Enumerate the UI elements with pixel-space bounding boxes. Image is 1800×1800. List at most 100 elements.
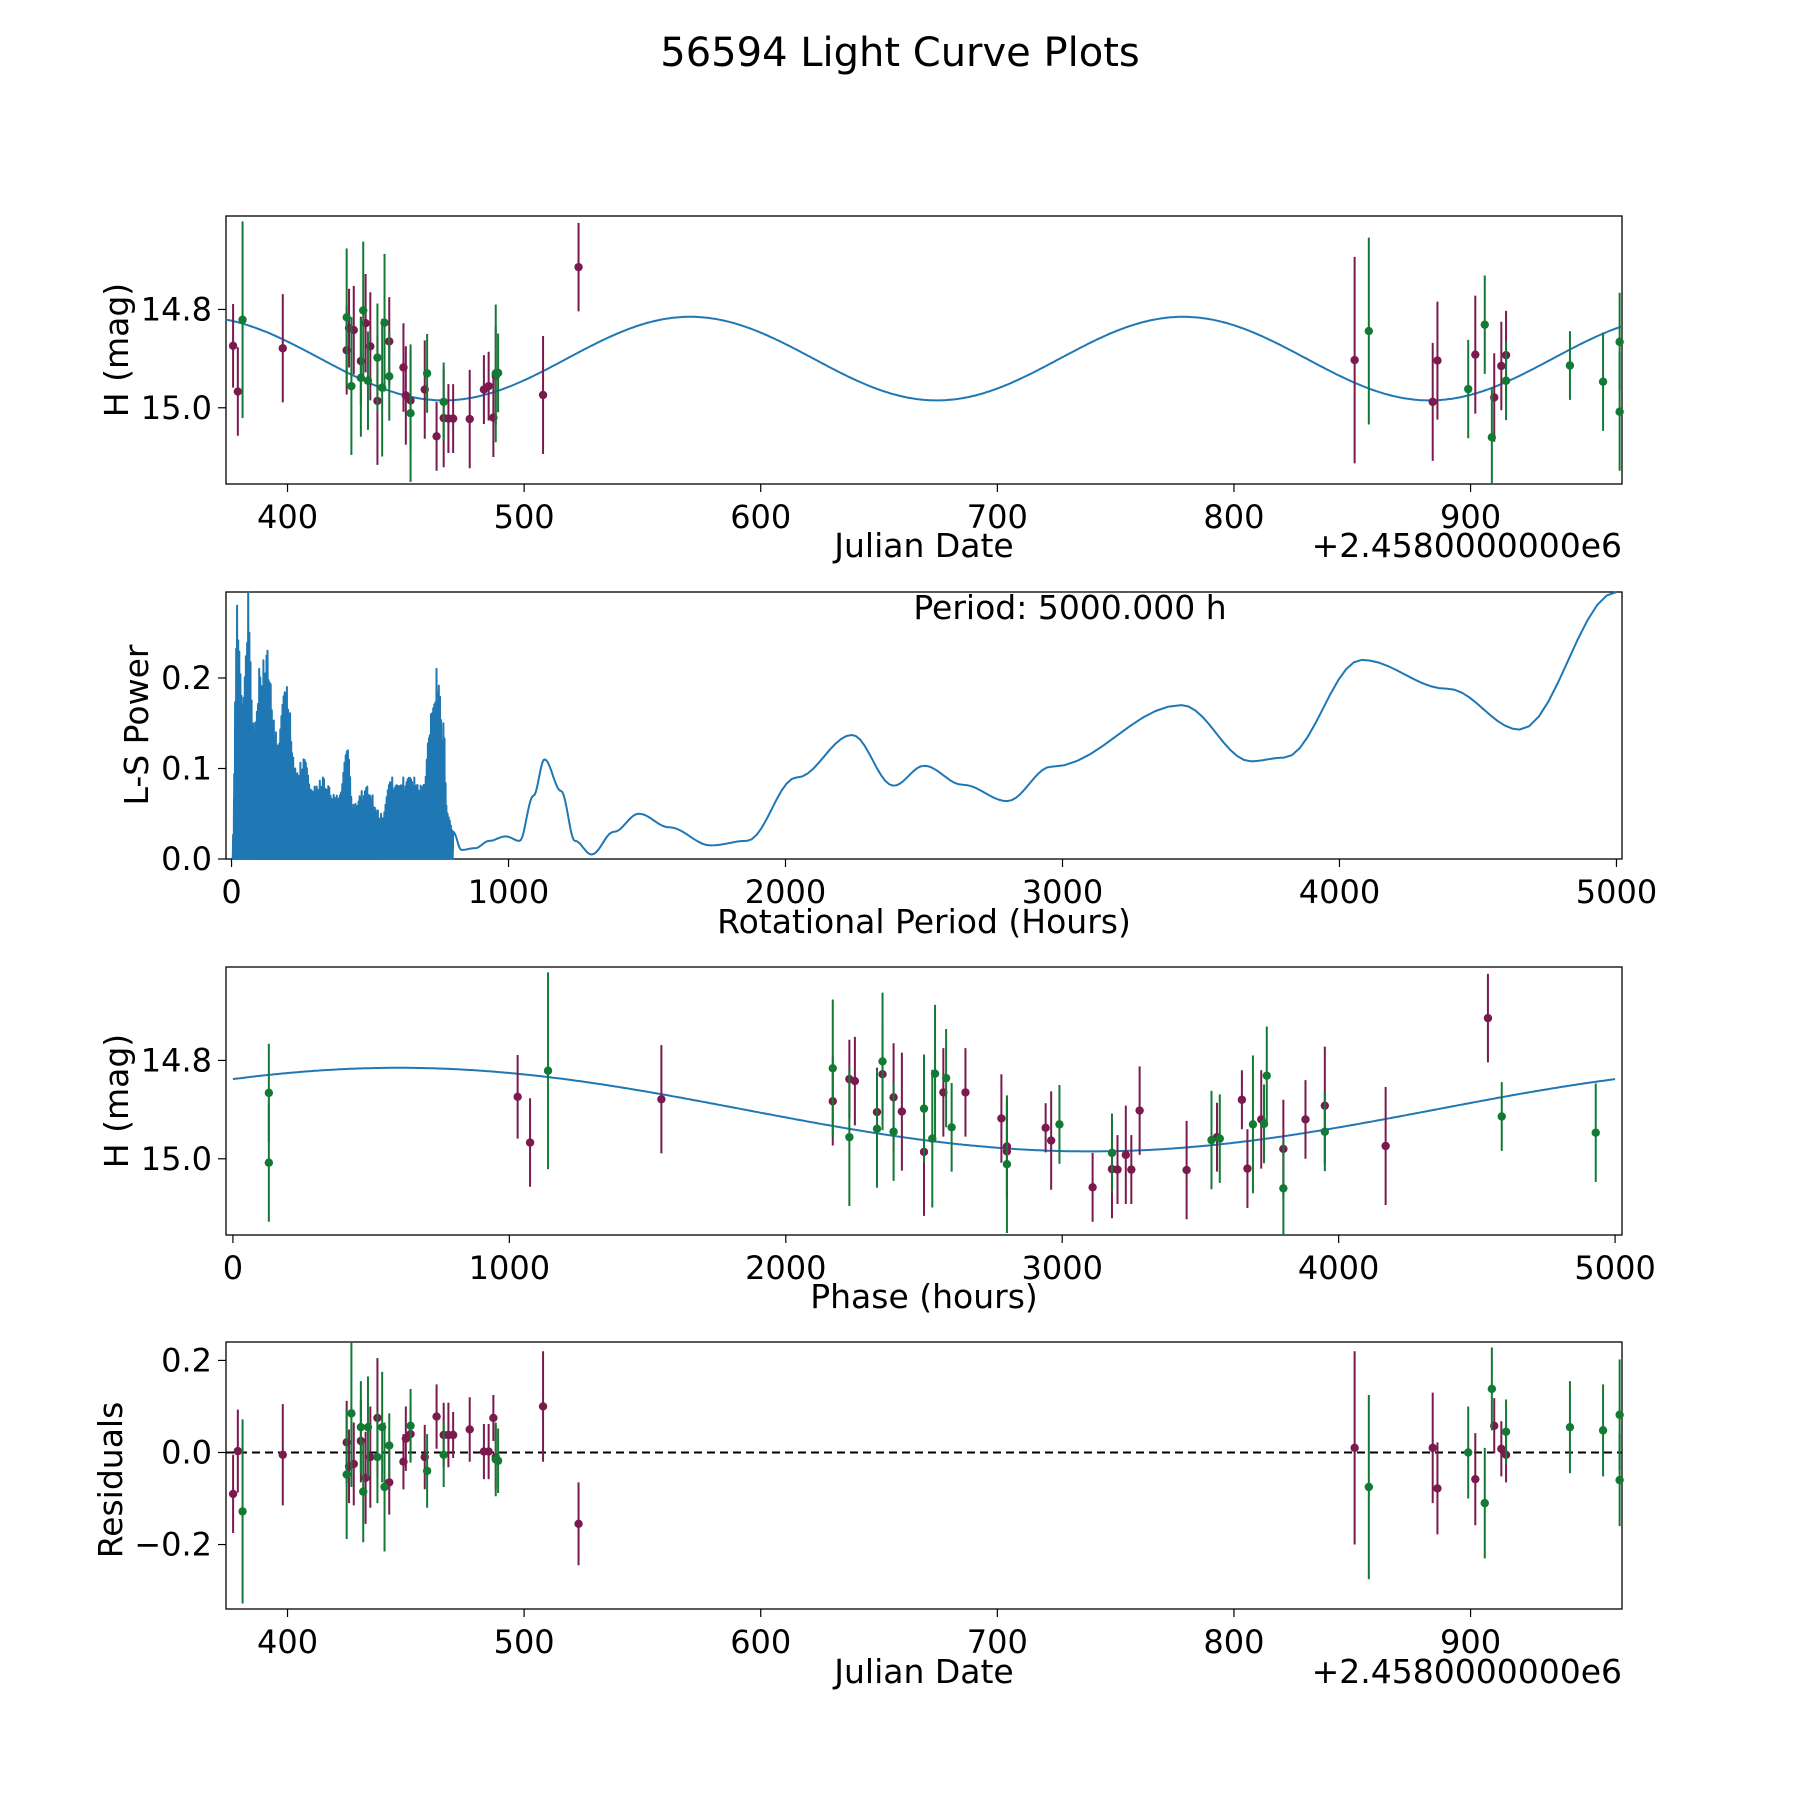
o-filter-point — [228, 1489, 238, 1499]
y-tick-label: 0.0 — [161, 840, 212, 878]
y-tick-label: 0.1 — [161, 749, 212, 787]
o-filter-point — [525, 1138, 535, 1147]
x-tick-label: 500 — [494, 1623, 555, 1661]
g-filter-point — [1464, 1448, 1473, 1457]
o-filter-point — [1243, 1164, 1252, 1173]
o-filter-point — [1483, 1013, 1493, 1023]
x-tick-label: 800 — [1203, 1623, 1264, 1661]
g-filter-point — [543, 1066, 553, 1075]
x-axis-label: Phase (hours) — [810, 1277, 1038, 1316]
o-filter-point — [432, 1412, 441, 1421]
o-filter-point — [278, 1450, 287, 1459]
o-filter-point — [228, 341, 238, 351]
o-filter-point — [233, 387, 243, 396]
plot-frame — [225, 966, 1623, 1236]
g-filter-point — [845, 1132, 854, 1142]
o-filter-point — [1433, 1484, 1442, 1493]
x-tick-label: 5000 — [1576, 873, 1657, 911]
o-filter-point — [850, 1076, 860, 1086]
o-filter-point — [513, 1092, 522, 1102]
g-filter-point — [889, 1127, 898, 1136]
plot-marks — [225, 221, 1624, 484]
plot-frame — [225, 591, 1623, 860]
o-filter-point — [1433, 356, 1442, 365]
o-filter-point — [1497, 1444, 1506, 1454]
x-tick-label: 800 — [1203, 498, 1264, 536]
g-filter-point — [930, 1069, 940, 1078]
x-tick-label: 500 — [494, 498, 555, 536]
panel-periodogram: 0 1000 2000 3000 4000 5000 0.0 0.1 0.2 Period: 5… — [117, 588, 1657, 941]
y-axis-label: H (mag) — [97, 1034, 136, 1168]
x-tick-label: 400 — [257, 498, 318, 536]
g-filter-point — [347, 381, 356, 391]
y-tick-label: 14.8 — [141, 290, 212, 328]
g-filter-point — [1480, 320, 1489, 329]
o-filter-point — [1127, 1165, 1136, 1174]
o-filter-point — [448, 414, 458, 423]
o-filter-point — [233, 1446, 243, 1456]
g-filter-point — [1501, 1427, 1511, 1436]
g-filter-point — [1615, 1410, 1624, 1419]
g-filter-point — [238, 315, 247, 324]
g-filter-point — [1615, 407, 1624, 416]
axis-ticks: 400 500 600 700 800 900 0.2 0.0 −0.2 — [134, 1341, 1501, 1661]
x-tick-label: 700 — [967, 498, 1028, 536]
g-filter-point — [1591, 1128, 1600, 1137]
g-filter-point — [941, 1073, 951, 1083]
o-filter-point — [1041, 1123, 1050, 1133]
g-filter-point — [1262, 1071, 1271, 1080]
axis-ticks: 0 1000 2000 3000 4000 5000 15.0 14.8 — [141, 1041, 1656, 1287]
g-filter-point — [1480, 1498, 1489, 1508]
g-filter-point — [1565, 1422, 1575, 1432]
g-filter-point — [1487, 433, 1497, 442]
y-tick-label: 15.0 — [141, 389, 212, 427]
o-filter-point — [432, 432, 441, 441]
g-filter-point — [422, 1466, 432, 1476]
panel-phased-curve: 0 1000 2000 3000 4000 5000 15.0 14.8 Phase (hou… — [97, 966, 1656, 1316]
y-axis-label: H (mag) — [97, 283, 136, 417]
x-tick-label: 1000 — [468, 873, 549, 911]
g-filter-point — [406, 1421, 415, 1430]
g-filter-point — [1207, 1135, 1216, 1145]
x-tick-label: 600 — [730, 498, 791, 536]
o-filter-point — [538, 390, 548, 400]
plot-frame — [225, 215, 1623, 485]
x-tick-label: 4000 — [1298, 1249, 1379, 1287]
g-filter-point — [1107, 1148, 1117, 1158]
g-filter-point — [238, 1507, 247, 1516]
y-tick-label: 0.0 — [161, 1433, 212, 1471]
o-filter-point — [1471, 350, 1480, 359]
x-tick-label: 2000 — [745, 873, 826, 911]
g-filter-point — [342, 313, 351, 322]
o-filter-point — [1088, 1183, 1097, 1192]
x-axis-offset-label: +2.4580000000e6 — [1312, 1652, 1622, 1691]
g-filter-point — [947, 1123, 956, 1132]
o-filter-point — [489, 1413, 498, 1423]
o-filter-point — [574, 1519, 583, 1529]
o-filter-point — [574, 262, 583, 272]
g-filter-point — [1464, 384, 1473, 394]
g-filter-point — [363, 376, 373, 385]
g-filter-point — [1248, 1120, 1258, 1129]
g-filter-point — [380, 318, 389, 327]
g-filter-point — [342, 1470, 351, 1479]
o-filter-point — [1301, 1115, 1310, 1124]
g-filter-point — [1002, 1159, 1012, 1169]
o-filter-point — [1350, 355, 1359, 365]
o-filter-point — [1113, 1165, 1122, 1174]
x-tick-label: 400 — [257, 1623, 318, 1661]
o-filter-point — [1350, 1443, 1359, 1453]
g-filter-point — [422, 369, 432, 378]
y-tick-label: 0.2 — [161, 659, 212, 697]
x-tick-label: 3000 — [1021, 1249, 1102, 1287]
x-axis-label: Rotational Period (Hours) — [717, 902, 1131, 941]
g-filter-point — [264, 1158, 274, 1167]
g-filter-point — [363, 1422, 373, 1432]
g-filter-point — [828, 1064, 837, 1073]
x-tick-label: 600 — [730, 1623, 791, 1661]
g-filter-point — [1487, 1384, 1497, 1394]
model-curve — [225, 315, 1623, 402]
o-filter-point — [484, 1447, 493, 1456]
o-filter-point — [1428, 397, 1437, 407]
